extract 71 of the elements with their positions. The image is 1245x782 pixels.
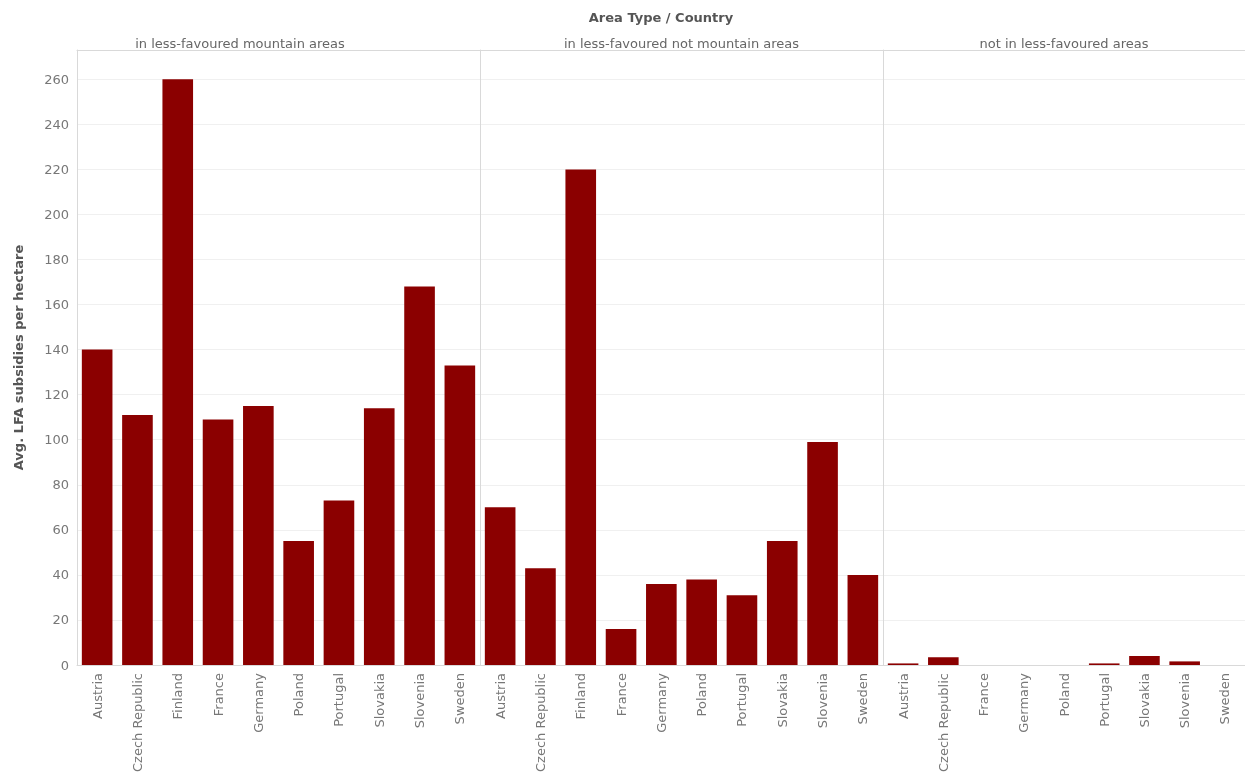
chart-title: in less-favoured not mountain areas <box>563 36 799 51</box>
bar <box>1168 661 1200 665</box>
y-tick-label: 180 <box>44 252 69 268</box>
y-tick-label: 120 <box>44 387 69 403</box>
x-tick-label: Austria <box>89 673 105 719</box>
bar <box>847 574 878 665</box>
y-tick-label: 60 <box>52 522 69 538</box>
y-tick-label: 200 <box>44 206 69 222</box>
bar <box>686 579 717 665</box>
bar <box>524 568 556 665</box>
y-tick-label: 20 <box>52 612 69 628</box>
x-tick-label: France <box>613 673 629 717</box>
bar <box>162 79 194 665</box>
x-tick-label: Poland <box>693 673 709 717</box>
bar <box>565 169 596 665</box>
x-tick-label: Portugal <box>734 673 750 727</box>
x-tick-label: Czech Republic <box>129 673 145 772</box>
x-tick-label: Slovakia <box>371 673 387 728</box>
x-tick-label: Slovenia <box>412 673 428 729</box>
y-tick-label: 220 <box>44 161 69 177</box>
x-tick-label: France <box>210 673 226 717</box>
bar <box>726 595 758 665</box>
x-tick-label: Sweden <box>452 673 468 725</box>
bar <box>444 365 476 665</box>
bar <box>283 541 314 665</box>
bar <box>806 441 838 665</box>
y-tick-label: 160 <box>44 297 69 313</box>
x-tick-label: Sweden <box>855 673 871 725</box>
x-tick-label: Slovenia <box>814 673 830 729</box>
bar <box>404 286 435 665</box>
x-tick-label: Finland <box>170 673 186 720</box>
x-tick-label: Portugal <box>331 673 347 727</box>
bar <box>766 541 798 665</box>
bar <box>202 419 234 665</box>
bar <box>605 628 637 665</box>
bar <box>122 414 153 665</box>
x-tick-label: Germany <box>250 672 266 733</box>
x-tick-label: Poland <box>1056 673 1071 717</box>
x-tick-label: France <box>975 673 991 717</box>
y-tick-label: 0 <box>60 657 69 673</box>
bar <box>1128 655 1160 665</box>
bar <box>645 583 677 665</box>
y-tick-label: 240 <box>44 116 69 132</box>
text: Area Type / Country <box>588 10 734 25</box>
y-axis-title: Avg. LFA subsidies per hectare <box>11 244 26 471</box>
x-tick-label: Finland <box>573 673 588 720</box>
x-tick-label: Slovakia <box>1136 673 1152 728</box>
chart-title: in less-favoured mountain areas <box>135 36 346 51</box>
y-tick-label: 260 <box>44 71 69 87</box>
x-tick-label: Austria <box>492 673 508 719</box>
bar <box>363 408 395 665</box>
x-tick-label: Sweden <box>1216 673 1232 725</box>
x-tick-label: Germany <box>1015 672 1031 733</box>
bar <box>243 405 274 665</box>
x-tick-label: Poland <box>291 673 307 717</box>
x-tick-label: Czech Republic <box>935 673 951 772</box>
x-tick-label: Portugal <box>1096 673 1112 727</box>
x-tick-label: Germany <box>653 672 669 733</box>
bar <box>927 657 959 665</box>
x-tick-label: Austria <box>895 673 911 719</box>
x-tick-label: Slovakia <box>774 673 790 728</box>
x-tick-label: Czech Republic <box>532 673 548 772</box>
y-tick-label: 140 <box>44 342 69 358</box>
chart-title: not in less-favoured areas <box>979 36 1149 51</box>
bar <box>81 349 113 665</box>
x-tick-label: Slovenia <box>1176 673 1192 729</box>
bar <box>323 500 355 665</box>
y-tick-label: 40 <box>52 567 69 583</box>
y-tick-label: 100 <box>44 432 69 448</box>
y-tick-label: 80 <box>52 477 69 493</box>
bar <box>484 507 516 665</box>
